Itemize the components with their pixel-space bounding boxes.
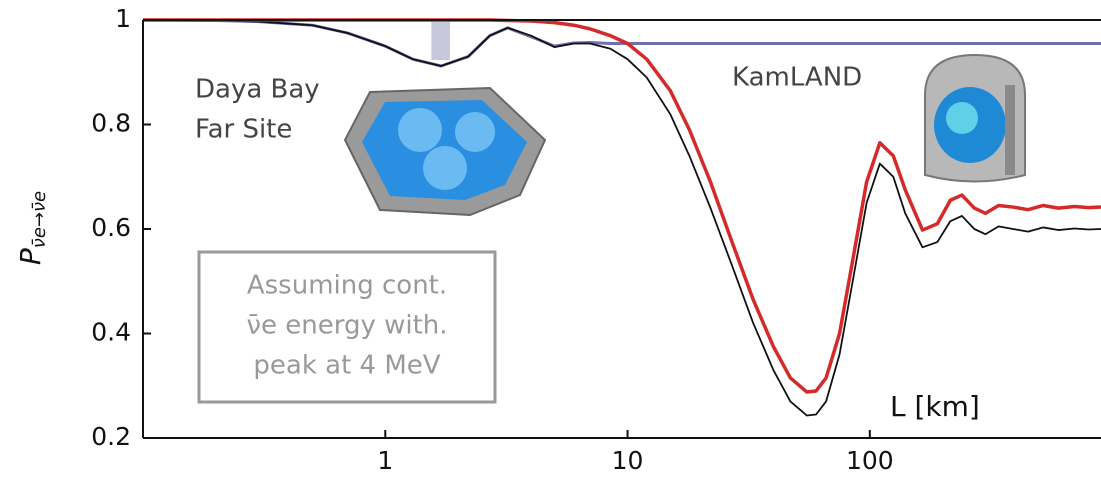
y-tick-label: 0.4: [91, 318, 131, 347]
note-line: peak at 4 MeV: [253, 351, 440, 381]
annotation: Daya Bay: [195, 75, 320, 105]
annotation: KamLAND: [732, 63, 862, 93]
annotation: Far Site: [195, 115, 292, 145]
y-label-main: P: [14, 248, 47, 265]
y-axis-label: Pν̄e→ν̄e: [14, 191, 50, 265]
x-tick-label: 1: [377, 446, 393, 475]
y-label-sub: ν̄e→ν̄e: [29, 191, 50, 248]
series-line: [142, 19, 1101, 417]
y-tick-label: 0.2: [91, 422, 131, 451]
kamland-icon: [924, 53, 1026, 183]
y-tick-label: 0.6: [91, 213, 131, 242]
highlight-band: [431, 20, 450, 60]
x-tick-label: 100: [846, 446, 894, 475]
note-line: ν̄e energy with.: [246, 311, 447, 341]
daya-bay-icon: [343, 86, 547, 217]
x-axis-label: L [km]: [890, 390, 980, 423]
y-tick-label: 0.8: [91, 109, 131, 138]
note-box: [197, 250, 497, 404]
x-tick-label: 10: [612, 446, 644, 475]
plot-area: 0.2 0.4 0.6 0.8 1 1 10 100: [91, 4, 1101, 475]
y-tick-label: 1: [115, 4, 131, 33]
note-line: Assuming cont.: [247, 271, 447, 301]
